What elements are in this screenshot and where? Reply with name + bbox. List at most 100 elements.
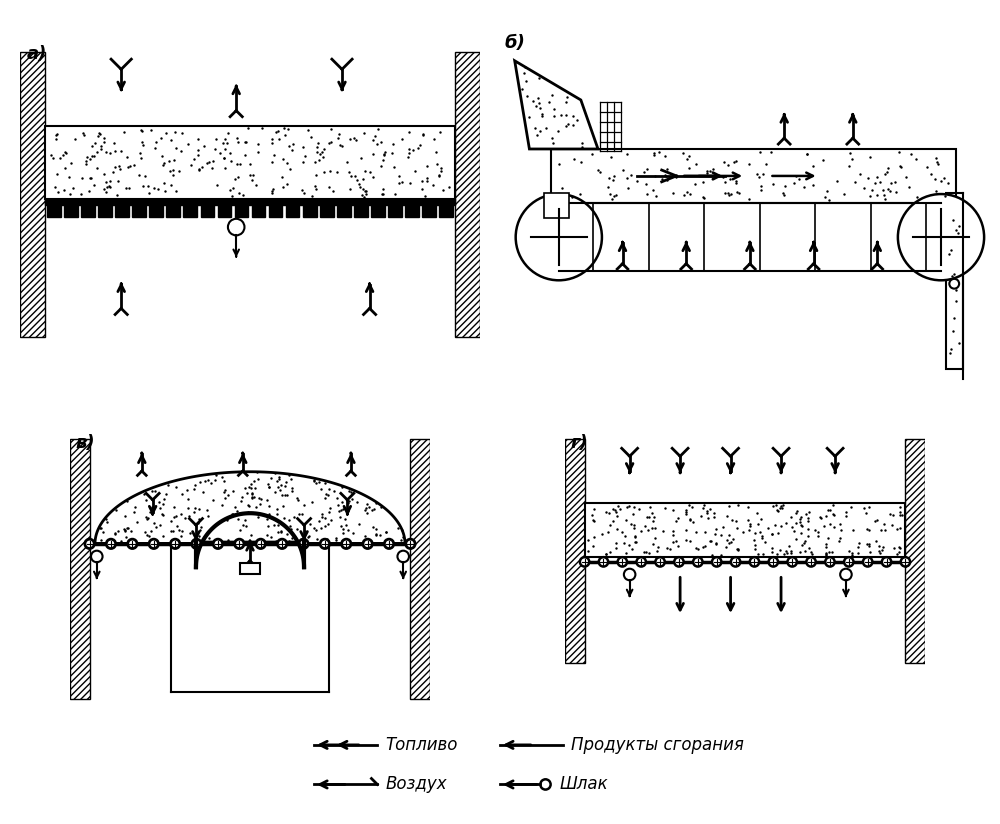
- Point: [657, 169, 673, 182]
- Point: [784, 520, 800, 533]
- Point: [55, 148, 71, 162]
- Point: [357, 165, 373, 178]
- Point: [93, 143, 109, 156]
- Point: [767, 518, 783, 531]
- Point: [627, 531, 643, 544]
- Point: [798, 507, 814, 520]
- Point: [825, 499, 841, 512]
- Point: [659, 174, 675, 187]
- Point: [243, 477, 259, 490]
- Point: [240, 122, 256, 135]
- Point: [373, 135, 389, 148]
- Bar: [47, 204, 61, 217]
- Point: [243, 529, 259, 542]
- Point: [951, 219, 967, 232]
- Point: [275, 180, 291, 194]
- Text: г): г): [570, 434, 588, 452]
- Point: [592, 166, 608, 179]
- Point: [527, 121, 543, 134]
- Point: [99, 180, 115, 194]
- Point: [273, 525, 289, 538]
- Point: [558, 108, 574, 121]
- Point: [342, 182, 358, 195]
- Point: [805, 179, 821, 192]
- Point: [320, 488, 336, 501]
- Point: [788, 507, 804, 520]
- Point: [586, 531, 602, 544]
- Point: [405, 143, 421, 157]
- Point: [676, 189, 692, 202]
- Point: [214, 498, 230, 511]
- Point: [626, 518, 642, 531]
- Point: [75, 126, 91, 139]
- Point: [428, 145, 444, 158]
- Point: [78, 158, 94, 171]
- Point: [313, 482, 329, 495]
- Point: [946, 311, 962, 325]
- Point: [690, 542, 706, 555]
- Point: [330, 132, 346, 145]
- Point: [641, 546, 657, 559]
- Point: [224, 190, 240, 203]
- Point: [112, 162, 128, 176]
- Point: [385, 138, 401, 151]
- Point: [818, 538, 834, 551]
- Point: [229, 157, 245, 171]
- Point: [186, 482, 202, 495]
- Point: [370, 122, 386, 135]
- Point: [310, 137, 326, 150]
- Point: [328, 533, 344, 546]
- Text: Шлак: Шлак: [559, 775, 608, 794]
- Point: [171, 165, 187, 178]
- Point: [321, 483, 337, 496]
- Point: [670, 540, 686, 553]
- Point: [79, 150, 95, 163]
- Point: [633, 524, 649, 537]
- Point: [819, 185, 835, 198]
- Circle shape: [149, 539, 158, 549]
- Point: [670, 511, 686, 524]
- Bar: [388, 204, 402, 217]
- Point: [879, 166, 895, 179]
- Bar: [905, 439, 925, 662]
- Point: [843, 501, 859, 514]
- Point: [244, 174, 260, 187]
- Point: [729, 542, 745, 555]
- Point: [331, 504, 347, 517]
- Point: [889, 548, 905, 561]
- Point: [269, 508, 285, 521]
- Point: [158, 487, 174, 500]
- Point: [882, 507, 898, 520]
- Point: [891, 541, 907, 554]
- Point: [96, 131, 112, 144]
- Point: [892, 159, 908, 172]
- Point: [173, 530, 189, 543]
- Point: [646, 510, 662, 523]
- Point: [355, 182, 371, 195]
- Point: [155, 158, 171, 171]
- Point: [367, 129, 383, 143]
- Point: [356, 190, 372, 204]
- Point: [207, 473, 223, 486]
- Bar: [218, 204, 231, 217]
- Point: [792, 516, 808, 529]
- Point: [335, 522, 351, 536]
- Point: [89, 146, 105, 159]
- Point: [892, 522, 908, 535]
- Point: [192, 475, 208, 489]
- Point: [244, 491, 260, 504]
- Point: [829, 175, 845, 188]
- Point: [92, 128, 108, 141]
- Bar: [20, 52, 45, 338]
- Point: [770, 527, 786, 540]
- Text: Продукты сгорания: Продукты сгорания: [571, 736, 744, 754]
- Point: [621, 500, 637, 513]
- Point: [220, 489, 236, 502]
- Point: [63, 157, 79, 170]
- Point: [174, 536, 190, 550]
- Point: [769, 548, 785, 561]
- Bar: [337, 204, 351, 217]
- Point: [799, 147, 815, 160]
- Point: [355, 172, 371, 185]
- Point: [321, 136, 337, 149]
